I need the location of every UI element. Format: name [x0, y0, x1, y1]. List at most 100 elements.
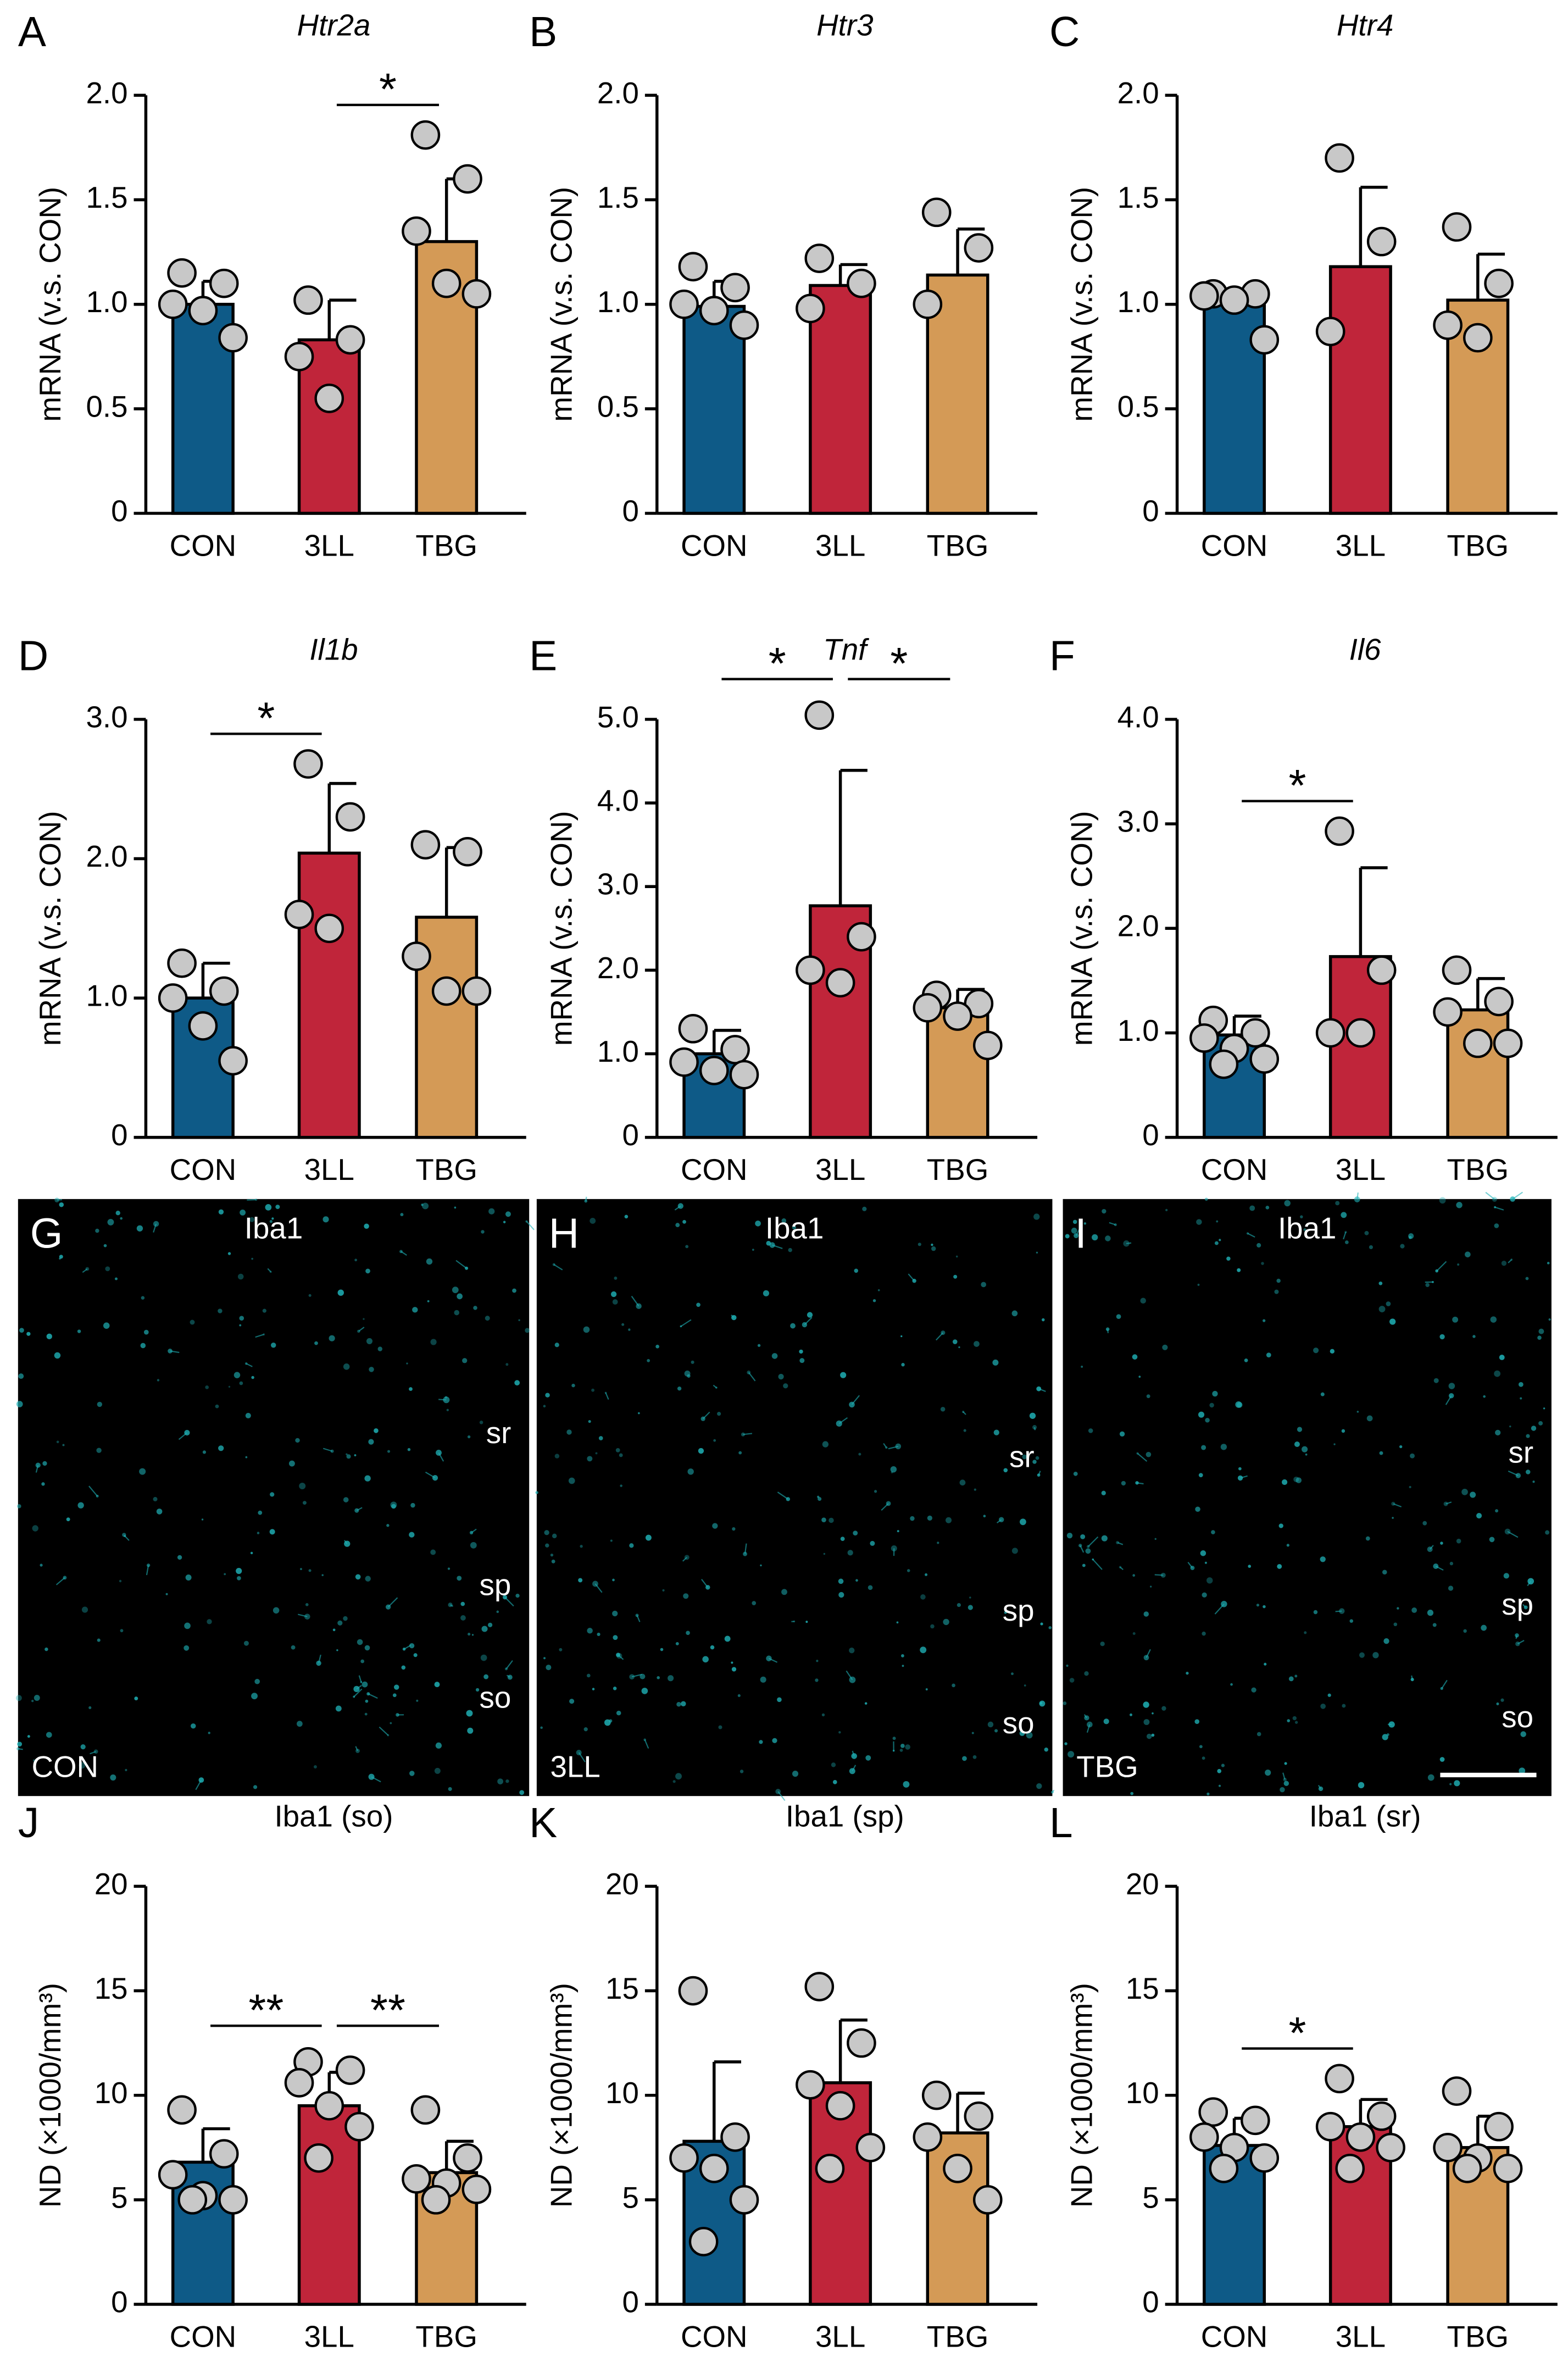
y-tick-label: 1.0 [86, 285, 128, 319]
microglia-speck [1378, 1281, 1383, 1285]
microglia-speck [430, 1549, 436, 1555]
microglia-speck [731, 1661, 733, 1664]
data-point [188, 296, 218, 325]
microglia-speck [1092, 1234, 1098, 1241]
y-tick-label: 20 [1126, 1867, 1159, 1901]
panel-letter: I [1075, 1210, 1086, 1257]
data-point [943, 2153, 972, 2183]
microglia-speck [1162, 1344, 1168, 1350]
microglia-speck [718, 1725, 722, 1729]
microglia-speck [134, 1696, 138, 1701]
microglia-speck [354, 1258, 358, 1262]
microglia-speck [1200, 1550, 1206, 1556]
data-point [158, 289, 188, 319]
microglia-speck [1211, 1530, 1215, 1534]
microglia-speck [1358, 1782, 1365, 1789]
microglia-speck [897, 1530, 899, 1533]
microglia-process [1146, 1649, 1151, 1658]
microglia-speck [1256, 1732, 1261, 1737]
microglia-speck [559, 1648, 563, 1651]
microglia-process [1038, 1388, 1046, 1392]
microglia-speck [1082, 1563, 1086, 1567]
microglia-speck [1333, 1443, 1336, 1445]
microglia-speck [590, 1218, 596, 1224]
microglia-speck [1457, 1263, 1460, 1266]
microglia-speck [1146, 1394, 1150, 1399]
microglia-speck [1237, 1268, 1241, 1272]
microglia-speck [587, 1628, 593, 1634]
microglia-speck [896, 1621, 899, 1624]
microglia-speck [466, 1710, 473, 1717]
microglia-speck [1238, 1467, 1242, 1471]
data-point [453, 164, 482, 194]
microglia-process [963, 1411, 966, 1415]
x-tick-label: CON [170, 528, 237, 562]
microglia-process [996, 1519, 1002, 1524]
data-point [304, 2143, 333, 2173]
data-point [284, 341, 314, 372]
data-point [1249, 1044, 1280, 1074]
microglia-speck [1081, 1365, 1083, 1368]
microglia-speck [136, 1225, 143, 1232]
microglia-speck [925, 1688, 928, 1690]
data-point [284, 2068, 314, 2098]
microglia-process [1522, 1604, 1526, 1608]
microglia-process [1052, 1789, 1055, 1793]
microglia-speck [777, 1697, 782, 1703]
microglia-process [455, 1260, 467, 1269]
microglia-process [35, 1465, 39, 1473]
microglia-speck [185, 1574, 192, 1581]
microglia-speck [1196, 1219, 1202, 1225]
microglia-speck [971, 1732, 974, 1734]
y-axis-label: mRNA (v.s. CON) [33, 187, 67, 422]
microglia-speck [505, 1779, 509, 1783]
microglia-process [804, 1317, 813, 1326]
microglia-speck [1244, 1358, 1248, 1362]
data-point [1189, 1023, 1219, 1053]
microglia-speck [543, 1657, 546, 1660]
microglia-speck [918, 1243, 921, 1246]
y-axis-label: ND (×1000/mm³) [1064, 1983, 1098, 2208]
x-tick-label: TBG [927, 1152, 988, 1186]
microglia-process [851, 1395, 860, 1405]
microglia-process [1429, 1545, 1434, 1550]
microglia-speck [568, 1477, 575, 1484]
microglia-speck [300, 1568, 302, 1571]
microglia-speck [1433, 1378, 1439, 1383]
microglia-speck [655, 1344, 659, 1349]
data-point [972, 1030, 1003, 1061]
microglia-process [195, 1779, 202, 1790]
microglia-speck [899, 1748, 903, 1752]
microglia-speck [471, 1634, 474, 1636]
microglia-speck [1071, 1227, 1077, 1234]
microglia-speck [1383, 1638, 1389, 1644]
microglia-speck [1048, 1626, 1052, 1629]
microglia-speck [1284, 1200, 1291, 1207]
data-point [461, 279, 492, 309]
microglia-speck [386, 1524, 390, 1527]
microglia-speck [931, 1246, 936, 1251]
microglia-speck [59, 1255, 63, 1259]
data-point [209, 976, 239, 1006]
microglia-speck [687, 1468, 694, 1475]
layer-label: sp [1003, 1593, 1035, 1627]
microglia-speck [1011, 1548, 1018, 1554]
microglia-speck [616, 1710, 621, 1716]
microglia-speck [668, 1675, 674, 1682]
y-tick-label: 1.0 [597, 1034, 639, 1068]
microglia-speck [270, 1492, 275, 1497]
microglia-speck [953, 1274, 958, 1279]
microglia-speck [460, 1601, 465, 1606]
microglia-speck [59, 1202, 64, 1207]
microglia-speck [1520, 1397, 1522, 1400]
microglia-speck [391, 1504, 396, 1509]
microglia-speck [855, 1579, 858, 1582]
microglia-speck [870, 1540, 875, 1546]
microglia-speck [236, 1567, 242, 1574]
stain-label: Iba1 [1278, 1211, 1337, 1245]
microglia-speck [505, 1363, 509, 1366]
microglia-speck [1304, 1631, 1307, 1634]
microglia-speck [783, 1383, 788, 1389]
microglia-speck [457, 1293, 463, 1300]
microglia-speck [738, 1451, 742, 1455]
